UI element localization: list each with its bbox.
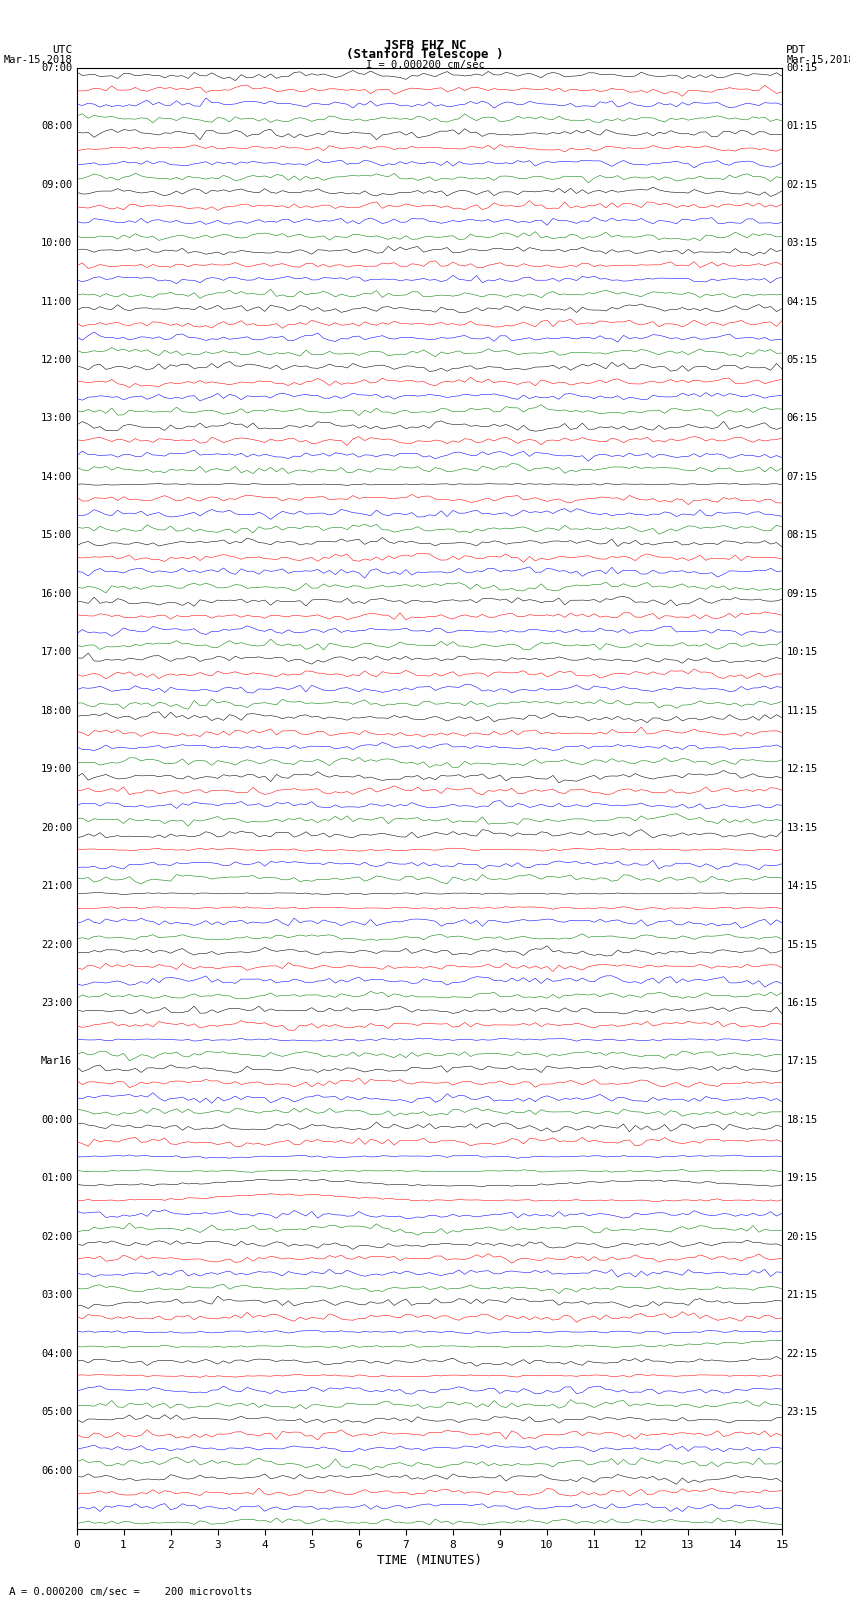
- Text: 08:15: 08:15: [786, 531, 818, 540]
- Text: Mar-15,2018: Mar-15,2018: [3, 55, 72, 65]
- Text: 19:15: 19:15: [786, 1173, 818, 1184]
- Text: 03:00: 03:00: [41, 1290, 72, 1300]
- Text: 15:00: 15:00: [41, 531, 72, 540]
- Text: 14:15: 14:15: [786, 881, 818, 890]
- Text: 01:00: 01:00: [41, 1173, 72, 1184]
- Text: 04:00: 04:00: [41, 1348, 72, 1358]
- Text: 06:15: 06:15: [786, 413, 818, 424]
- Text: 15:15: 15:15: [786, 940, 818, 950]
- Text: = 0.000200 cm/sec =    200 microvolts: = 0.000200 cm/sec = 200 microvolts: [21, 1587, 252, 1597]
- Text: 21:00: 21:00: [41, 881, 72, 890]
- Text: 22:15: 22:15: [786, 1348, 818, 1358]
- Text: 03:15: 03:15: [786, 239, 818, 248]
- Text: 13:15: 13:15: [786, 823, 818, 832]
- X-axis label: TIME (MINUTES): TIME (MINUTES): [377, 1553, 482, 1566]
- Text: 19:00: 19:00: [41, 765, 72, 774]
- Text: 23:00: 23:00: [41, 998, 72, 1008]
- Text: PDT: PDT: [786, 45, 807, 55]
- Text: 10:00: 10:00: [41, 239, 72, 248]
- Text: 05:00: 05:00: [41, 1407, 72, 1418]
- Text: 20:15: 20:15: [786, 1232, 818, 1242]
- Text: 14:00: 14:00: [41, 473, 72, 482]
- Text: 18:00: 18:00: [41, 706, 72, 716]
- Text: 01:15: 01:15: [786, 121, 818, 131]
- Text: 08:00: 08:00: [41, 121, 72, 131]
- Text: JSFB EHZ NC: JSFB EHZ NC: [383, 39, 467, 52]
- Text: 07:15: 07:15: [786, 473, 818, 482]
- Text: 16:00: 16:00: [41, 589, 72, 598]
- Text: 09:00: 09:00: [41, 179, 72, 190]
- Text: 11:15: 11:15: [786, 706, 818, 716]
- Text: 00:00: 00:00: [41, 1115, 72, 1124]
- Text: 21:15: 21:15: [786, 1290, 818, 1300]
- Text: 12:15: 12:15: [786, 765, 818, 774]
- Text: 17:15: 17:15: [786, 1057, 818, 1066]
- Text: 20:00: 20:00: [41, 823, 72, 832]
- Text: UTC: UTC: [52, 45, 72, 55]
- Text: 07:00: 07:00: [41, 63, 72, 73]
- Text: I = 0.000200 cm/sec: I = 0.000200 cm/sec: [366, 60, 484, 69]
- Text: A: A: [8, 1587, 15, 1597]
- Text: 09:15: 09:15: [786, 589, 818, 598]
- Text: 23:15: 23:15: [786, 1407, 818, 1418]
- Text: 17:00: 17:00: [41, 647, 72, 656]
- Text: Mar-15,2018: Mar-15,2018: [786, 55, 850, 65]
- Text: 11:00: 11:00: [41, 297, 72, 306]
- Text: 00:15: 00:15: [786, 63, 818, 73]
- Text: 22:00: 22:00: [41, 940, 72, 950]
- Text: 12:00: 12:00: [41, 355, 72, 365]
- Text: 16:15: 16:15: [786, 998, 818, 1008]
- Text: 04:15: 04:15: [786, 297, 818, 306]
- Text: 18:15: 18:15: [786, 1115, 818, 1124]
- Text: 02:00: 02:00: [41, 1232, 72, 1242]
- Text: 13:00: 13:00: [41, 413, 72, 424]
- Text: 10:15: 10:15: [786, 647, 818, 656]
- Text: 06:00: 06:00: [41, 1466, 72, 1476]
- Text: (Stanford Telescope ): (Stanford Telescope ): [346, 48, 504, 61]
- Text: Mar16: Mar16: [41, 1057, 72, 1066]
- Text: 02:15: 02:15: [786, 179, 818, 190]
- Text: 05:15: 05:15: [786, 355, 818, 365]
